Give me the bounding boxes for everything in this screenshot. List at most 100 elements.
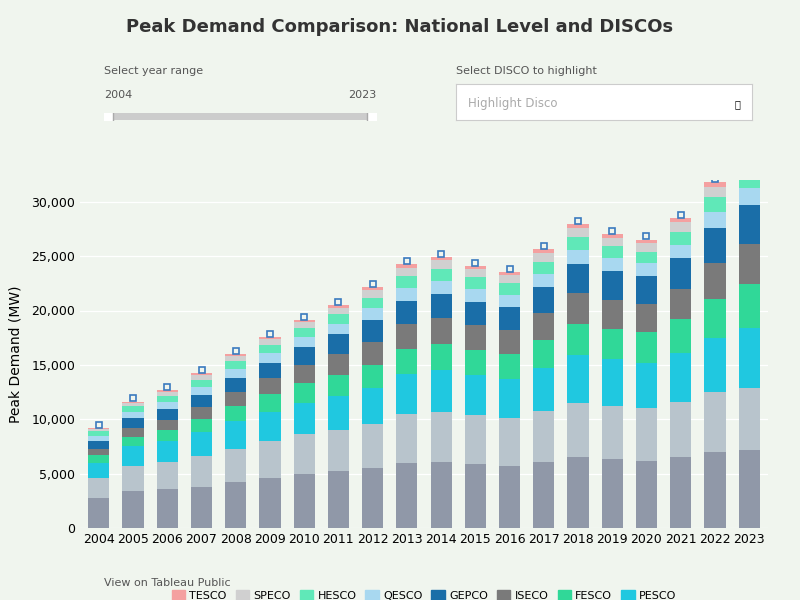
Bar — [533, 410, 554, 461]
Bar — [396, 349, 418, 374]
Bar — [738, 244, 760, 284]
Bar — [465, 374, 486, 415]
Bar — [157, 402, 178, 409]
Bar — [225, 368, 246, 378]
Bar — [704, 452, 726, 528]
Bar — [396, 323, 418, 349]
Bar — [670, 218, 691, 223]
Bar — [499, 275, 520, 283]
Bar — [430, 344, 452, 370]
Bar — [636, 409, 657, 461]
Bar — [567, 457, 589, 528]
Bar — [499, 307, 520, 330]
Bar — [88, 441, 110, 449]
Bar — [602, 234, 623, 238]
Text: 2023: 2023 — [348, 90, 376, 100]
Bar — [362, 365, 383, 388]
Text: Select DISCO to highlight: Select DISCO to highlight — [456, 66, 597, 76]
Bar — [567, 250, 589, 264]
Bar — [465, 277, 486, 289]
Bar — [465, 415, 486, 464]
Bar — [362, 388, 383, 424]
Bar — [430, 281, 452, 294]
Bar — [602, 460, 623, 528]
Bar — [465, 302, 486, 325]
Bar — [122, 437, 144, 446]
Bar — [396, 301, 418, 323]
Bar — [122, 403, 144, 406]
Bar — [499, 354, 520, 379]
Bar — [362, 342, 383, 365]
Y-axis label: Peak Demand (MW): Peak Demand (MW) — [9, 285, 23, 423]
Bar — [602, 406, 623, 460]
Bar — [465, 350, 486, 374]
Bar — [704, 212, 726, 228]
Bar — [157, 409, 178, 421]
Bar — [465, 325, 486, 350]
Bar — [636, 252, 657, 263]
Bar — [157, 461, 178, 489]
Bar — [533, 262, 554, 274]
Bar — [499, 295, 520, 307]
Text: Peak Demand Comparison: National Level and DISCOs: Peak Demand Comparison: National Level a… — [126, 18, 674, 36]
Bar — [157, 489, 178, 528]
Bar — [259, 394, 281, 412]
Bar — [88, 429, 110, 431]
Bar — [430, 269, 452, 281]
Bar — [396, 463, 418, 528]
Bar — [430, 318, 452, 344]
Bar — [122, 466, 144, 491]
Bar — [430, 257, 452, 260]
Bar — [328, 354, 349, 374]
Bar — [294, 473, 315, 528]
Bar — [533, 250, 554, 253]
Bar — [259, 478, 281, 528]
Bar — [430, 370, 452, 412]
Bar — [499, 466, 520, 528]
Bar — [157, 391, 178, 392]
Bar — [259, 378, 281, 394]
Bar — [88, 455, 110, 463]
Bar — [259, 412, 281, 441]
Bar — [191, 375, 212, 380]
Bar — [704, 182, 726, 187]
Bar — [533, 313, 554, 340]
Bar — [88, 497, 110, 528]
Bar — [533, 253, 554, 262]
Bar — [704, 228, 726, 263]
Bar — [122, 406, 144, 412]
Bar — [738, 188, 760, 205]
Bar — [533, 368, 554, 410]
Bar — [191, 386, 212, 395]
Bar — [704, 263, 726, 299]
Bar — [157, 430, 178, 441]
Bar — [670, 223, 691, 232]
Bar — [362, 290, 383, 298]
Bar — [465, 289, 486, 302]
Bar — [670, 353, 691, 402]
Bar — [602, 238, 623, 247]
Bar — [704, 392, 726, 452]
Bar — [88, 431, 110, 436]
Bar — [362, 298, 383, 308]
Bar — [396, 268, 418, 276]
Bar — [191, 487, 212, 528]
Bar — [122, 401, 144, 403]
Bar — [88, 449, 110, 455]
Bar — [636, 275, 657, 304]
Bar — [225, 449, 246, 482]
Bar — [328, 334, 349, 354]
Bar — [704, 299, 726, 338]
Bar — [636, 263, 657, 275]
Bar — [465, 269, 486, 277]
Bar — [738, 160, 760, 172]
Text: View on Tableau Public: View on Tableau Public — [104, 578, 230, 588]
Bar — [499, 330, 520, 354]
Bar — [499, 418, 520, 466]
Bar — [88, 478, 110, 497]
Bar — [567, 228, 589, 237]
Bar — [567, 293, 589, 323]
Bar — [636, 239, 657, 243]
Text: Select year range: Select year range — [104, 66, 203, 76]
Bar — [430, 461, 452, 528]
